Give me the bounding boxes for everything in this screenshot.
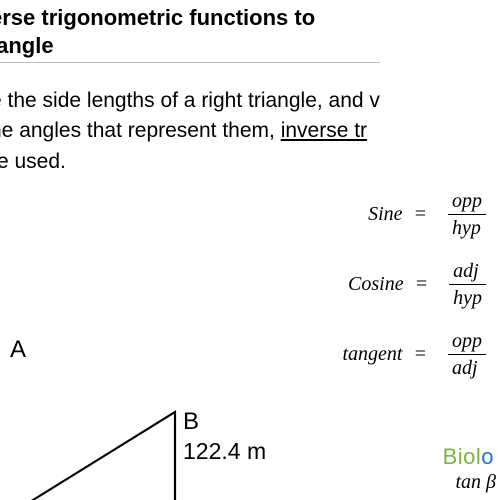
triangle-path xyxy=(25,412,175,500)
heading-line1: erse trigonometric functions to xyxy=(0,5,315,30)
formula-sine-den: hyp xyxy=(448,215,486,239)
formula-tangent-eq: = xyxy=(414,343,428,366)
para-line2-underlined: inverse tr xyxy=(281,119,367,142)
triangle-label-b: B xyxy=(183,408,199,436)
formula-tangent-den: adj xyxy=(448,355,486,379)
formula-cosine-den: hyp xyxy=(449,285,486,309)
page-heading: erse trigonometric functions to iangle xyxy=(0,4,315,59)
heading-rule xyxy=(0,62,380,63)
formula-tan-beta: tan β xyxy=(455,471,496,494)
formula-tangent-frac: opp adj xyxy=(448,330,486,379)
para-line1: e the side lengths of a right triangle, … xyxy=(0,89,380,112)
para-line3: re used. xyxy=(0,150,66,173)
brand-part1: Biol xyxy=(443,444,482,469)
formula-cosine-eq: = xyxy=(415,273,429,296)
formula-sine-lhs: Sine xyxy=(368,203,402,226)
body-paragraph: e the side lengths of a right triangle, … xyxy=(0,86,380,177)
formula-sine-frac: opp hyp xyxy=(448,190,486,239)
triangle-diagram xyxy=(20,390,200,500)
formula-cosine-lhs: Cosine xyxy=(348,273,404,296)
brand-watermark: Biolo xyxy=(443,444,494,470)
heading-line2: iangle xyxy=(0,33,54,58)
formula-sine-num: opp xyxy=(448,190,486,215)
formula-tangent-num: opp xyxy=(448,330,486,355)
para-line2-pre: he angles that represent them, xyxy=(0,119,281,142)
brand-part2: o xyxy=(481,444,494,469)
formula-tangent: tangent = opp adj xyxy=(343,330,487,379)
formula-cosine: Cosine = adj hyp xyxy=(348,260,486,309)
formula-cosine-num: adj xyxy=(449,260,486,285)
formula-cosine-frac: adj hyp xyxy=(449,260,486,309)
formula-sine-eq: = xyxy=(414,203,428,226)
triangle-label-a: A xyxy=(10,336,26,364)
formula-tangent-lhs: tangent xyxy=(343,343,403,366)
formula-sine: Sine = opp hyp xyxy=(368,190,486,239)
triangle-side-label: 122.4 m xyxy=(183,438,266,465)
